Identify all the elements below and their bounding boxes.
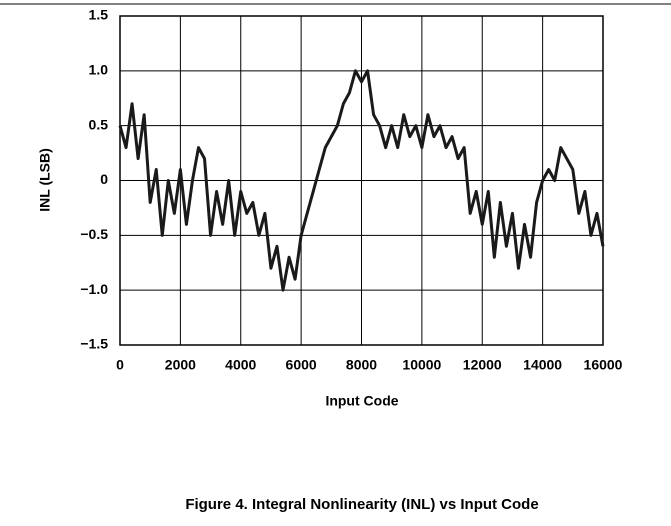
x-tick-label: 16000	[584, 357, 623, 373]
y-tick-label: 1.5	[89, 7, 109, 23]
y-tick-label: 0.5	[89, 116, 109, 132]
y-tick-label: −0.5	[80, 226, 108, 242]
plot-frame	[119, 15, 604, 346]
x-tick-label: 10000	[402, 357, 441, 373]
y-tick-label: −1.0	[80, 281, 108, 297]
x-tick-label: 4000	[225, 357, 256, 373]
data-line	[118, 69, 605, 292]
x-tick-label: 2000	[165, 357, 196, 373]
y-axis-label: INL (LSB)	[37, 148, 53, 212]
y-tick-label: 1.0	[89, 62, 109, 78]
x-tick-label: 14000	[523, 357, 562, 373]
x-tick-label: 12000	[463, 357, 502, 373]
x-axis-label: Input Code	[325, 393, 398, 409]
x-tick-label: 0	[116, 357, 124, 373]
x-tick-label: 6000	[286, 357, 317, 373]
caption: Figure 4. Integral Nonlinearity (INL) vs…	[185, 496, 538, 513]
y-tick-label: −1.5	[80, 336, 108, 352]
x-tick-label: 8000	[346, 357, 377, 373]
y-tick-label: 0	[100, 171, 108, 187]
